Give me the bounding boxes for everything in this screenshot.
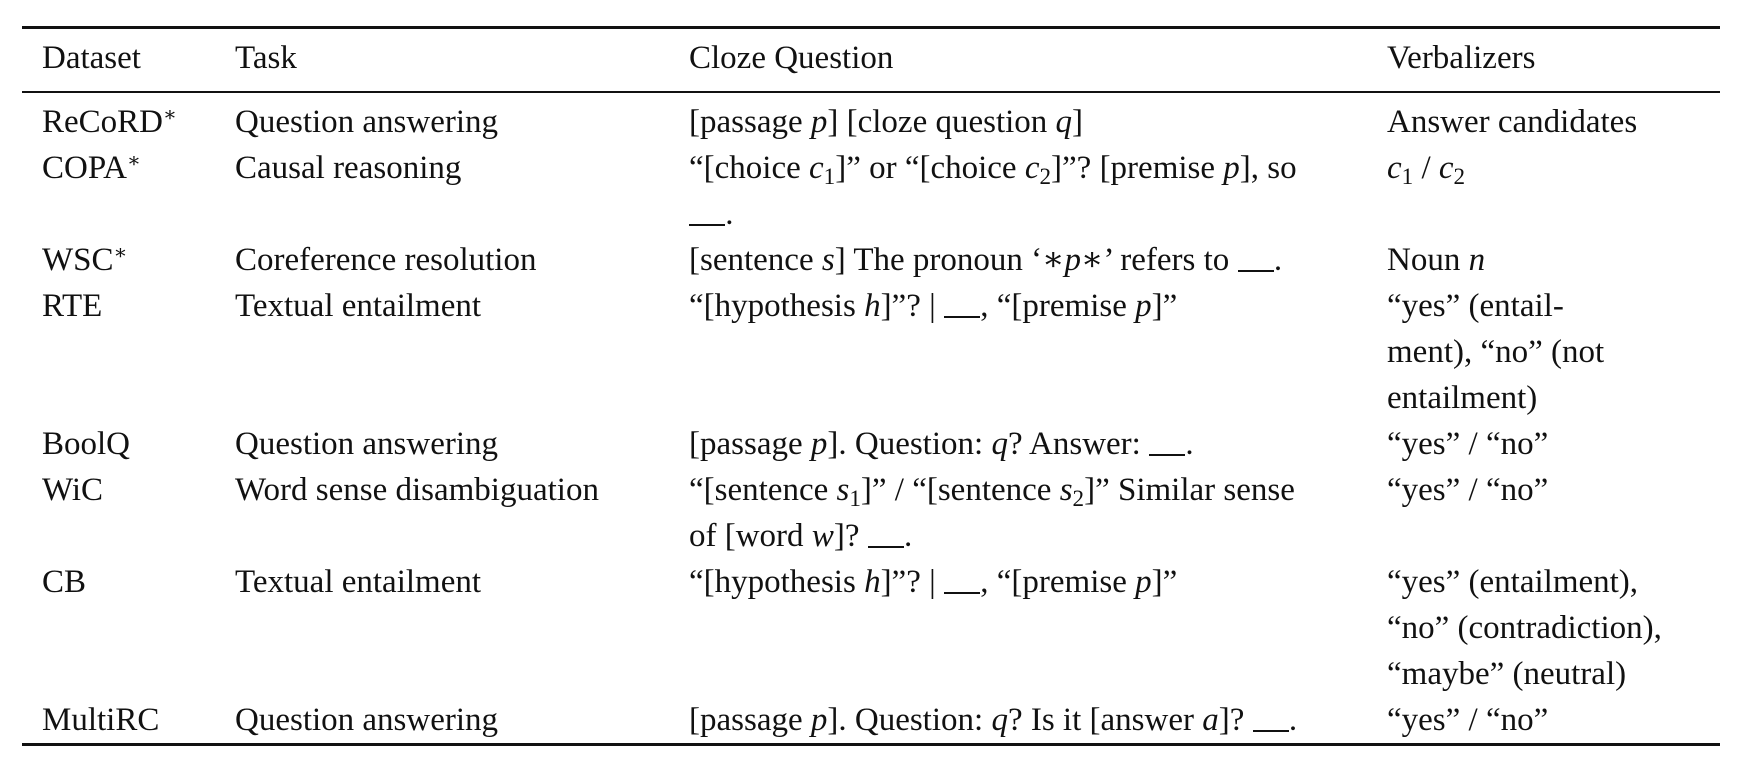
dataset-cell: WiC bbox=[42, 472, 104, 508]
verbalizer-cell: Answer candidates bbox=[1387, 104, 1638, 140]
header-cloze-question: Cloze Question bbox=[689, 40, 894, 76]
task-cell: Coreference resolution bbox=[235, 242, 537, 278]
dataset-cell: MultiRC bbox=[42, 702, 160, 738]
verbalizer-cell: Noun n bbox=[1387, 242, 1486, 278]
task-cell: Question answering bbox=[235, 426, 499, 462]
cloze-question-cell: [passage p] [cloze question q] bbox=[689, 104, 1084, 140]
bottom-rule bbox=[22, 743, 1720, 746]
verbalizer-cell: “yes” / “no” bbox=[1387, 702, 1549, 738]
verbalizer-cell: c1 / c2 bbox=[1387, 150, 1466, 189]
cloze-question-cell: “[hypothesis h]”? | , “[premise p]” bbox=[689, 559, 1369, 605]
dataset-cell: BoolQ bbox=[42, 426, 131, 462]
header-rule bbox=[22, 91, 1720, 93]
table-row: WSC∗ Coreference resolution [sentence s] T… bbox=[22, 237, 1720, 283]
table-row: RTE Textual entailment “[hypothesis h]”? |… bbox=[22, 283, 1720, 421]
table-row: MultiRC Question answering [passage p]. Qu… bbox=[22, 697, 1720, 743]
task-cell: Question answering bbox=[235, 104, 499, 140]
top-rule bbox=[22, 26, 1720, 29]
verbalizer-cell: “yes” / “no” bbox=[1387, 426, 1549, 462]
dataset-cell: ReCoRD∗ bbox=[42, 103, 177, 140]
task-cell: Textual entailment bbox=[235, 288, 482, 324]
table-row: ReCoRD∗ Question answering [passage p] [cl… bbox=[22, 99, 1720, 145]
header-verbalizers: Verbalizers bbox=[1387, 40, 1536, 76]
dataset-cell: RTE bbox=[42, 288, 103, 324]
table-row: COPA∗ Causal reasoning “[choice c1]” or “[… bbox=[22, 145, 1720, 237]
cloze-question-cell: [sentence s] The pronoun ‘∗p∗’ refers to… bbox=[689, 237, 1369, 283]
dataset-cell: COPA∗ bbox=[42, 149, 141, 186]
verbalizer-cell: “yes” (entailment), “no” (contradiction),… bbox=[1387, 564, 1662, 692]
header-task: Task bbox=[235, 40, 297, 76]
task-cell: Causal reasoning bbox=[235, 150, 462, 186]
task-cell: Textual entailment bbox=[235, 564, 482, 600]
verbalizer-cell: “yes” (entail-ment), “no” (not entailment… bbox=[1387, 288, 1605, 416]
header-row: Dataset Task Cloze Question Verbalizers bbox=[22, 29, 1720, 91]
dataset-cell: CB bbox=[42, 564, 87, 600]
verbalizer-cell: “yes” / “no” bbox=[1387, 472, 1549, 508]
task-cell: Question answering bbox=[235, 702, 499, 738]
cloze-question-cell: “[choice c1]” or “[choice c2]”? [premise… bbox=[689, 150, 1297, 232]
cloze-question-cell: “[hypothesis h]”? | , “[premise p]” bbox=[689, 283, 1369, 329]
cloze-question-cell: “[sentence s1]” / “[sentence s2]” Simila… bbox=[689, 472, 1295, 554]
task-cell: Word sense disambiguation bbox=[235, 472, 599, 508]
table-body: ReCoRD∗ Question answering [passage p] [cl… bbox=[22, 99, 1720, 743]
cloze-question-cell: [passage p]. Question: q? Is it [answer … bbox=[689, 697, 1369, 743]
dataset-cell: WSC∗ bbox=[42, 241, 128, 278]
results-table: Dataset Task Cloze Question Verbalizers … bbox=[22, 26, 1720, 746]
table-row: WiC Word sense disambiguation “[sentence s… bbox=[22, 467, 1720, 559]
cloze-question-cell: [passage p]. Question: q? Answer: . bbox=[689, 421, 1369, 467]
header-dataset: Dataset bbox=[42, 40, 141, 76]
table-row: CB Textual entailment “[hypothesis h]”? | … bbox=[22, 559, 1720, 697]
table-row: BoolQ Question answering [passage p]. Ques… bbox=[22, 421, 1720, 467]
